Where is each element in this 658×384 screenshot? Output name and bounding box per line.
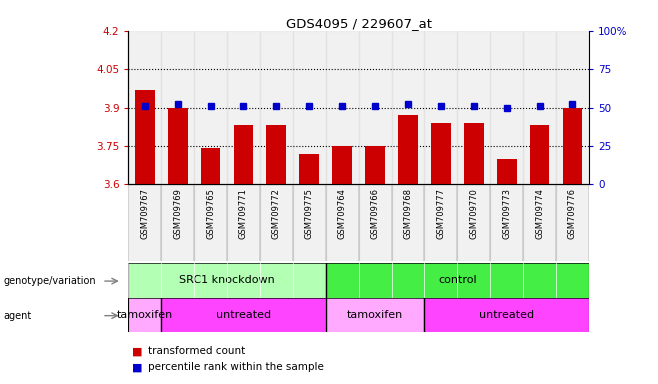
Bar (523, 31, 556, 184)
Title: GDS4095 / 229607_at: GDS4095 / 229607_at (286, 17, 432, 30)
Bar (326, 31, 359, 184)
Text: GSM709777: GSM709777 (436, 188, 445, 239)
Text: GSM709764: GSM709764 (338, 188, 347, 239)
Text: GSM709766: GSM709766 (370, 188, 380, 239)
Text: tamoxifen: tamoxifen (347, 310, 403, 320)
Text: GSM709767: GSM709767 (140, 188, 149, 239)
Text: agent: agent (3, 311, 32, 321)
Bar (227, 31, 260, 184)
Bar (234, 126, 253, 184)
Text: SRC1 knockdown: SRC1 knockdown (179, 275, 275, 285)
Bar (424, 31, 457, 184)
Text: control: control (438, 275, 476, 285)
Text: ■: ■ (132, 346, 142, 356)
Bar (227, 184, 260, 261)
Text: GSM709776: GSM709776 (568, 188, 577, 239)
Bar (128, 184, 161, 261)
Bar (161, 31, 194, 184)
Text: GSM709773: GSM709773 (502, 188, 511, 239)
Bar (359, 184, 392, 261)
Text: untreated: untreated (479, 310, 534, 320)
Bar (563, 108, 582, 184)
Bar (556, 31, 589, 184)
Bar (194, 31, 227, 184)
Text: untreated: untreated (216, 310, 271, 320)
Bar (464, 123, 484, 184)
Bar (424, 184, 457, 261)
Bar (490, 184, 523, 261)
Bar (556, 184, 589, 261)
Bar (392, 31, 424, 184)
Text: tamoxifen: tamoxifen (116, 310, 173, 320)
Bar (194, 184, 227, 261)
Bar (128, 31, 161, 184)
Bar (392, 184, 424, 261)
Bar (332, 146, 352, 184)
Bar (266, 126, 286, 184)
Text: GSM709771: GSM709771 (239, 188, 248, 239)
Text: ■: ■ (132, 362, 142, 372)
Bar (293, 31, 326, 184)
Text: GSM709765: GSM709765 (206, 188, 215, 239)
Bar (201, 149, 220, 184)
Text: percentile rank within the sample: percentile rank within the sample (148, 362, 324, 372)
Bar (326, 263, 589, 298)
Bar (135, 89, 155, 184)
Bar (299, 154, 319, 184)
Bar (128, 298, 161, 332)
Text: genotype/variation: genotype/variation (3, 276, 96, 286)
Bar (326, 184, 359, 261)
Bar (523, 184, 556, 261)
Bar (128, 263, 326, 298)
Bar (457, 31, 490, 184)
Bar (530, 126, 549, 184)
Bar (398, 115, 418, 184)
Bar (365, 146, 385, 184)
Text: GSM709772: GSM709772 (272, 188, 281, 239)
Bar (457, 184, 490, 261)
Text: GSM709769: GSM709769 (173, 188, 182, 239)
Bar (424, 298, 589, 332)
Text: GSM709774: GSM709774 (535, 188, 544, 239)
Bar (168, 108, 188, 184)
Text: GSM709770: GSM709770 (469, 188, 478, 239)
Bar (326, 298, 424, 332)
Text: GSM709775: GSM709775 (305, 188, 314, 239)
Bar (260, 31, 293, 184)
Bar (497, 159, 517, 184)
Text: transformed count: transformed count (148, 346, 245, 356)
Text: GSM709768: GSM709768 (403, 188, 413, 239)
Bar (359, 31, 392, 184)
Bar (161, 184, 194, 261)
Bar (490, 31, 523, 184)
Bar (161, 298, 326, 332)
Bar (431, 123, 451, 184)
Bar (260, 184, 293, 261)
Bar (293, 184, 326, 261)
